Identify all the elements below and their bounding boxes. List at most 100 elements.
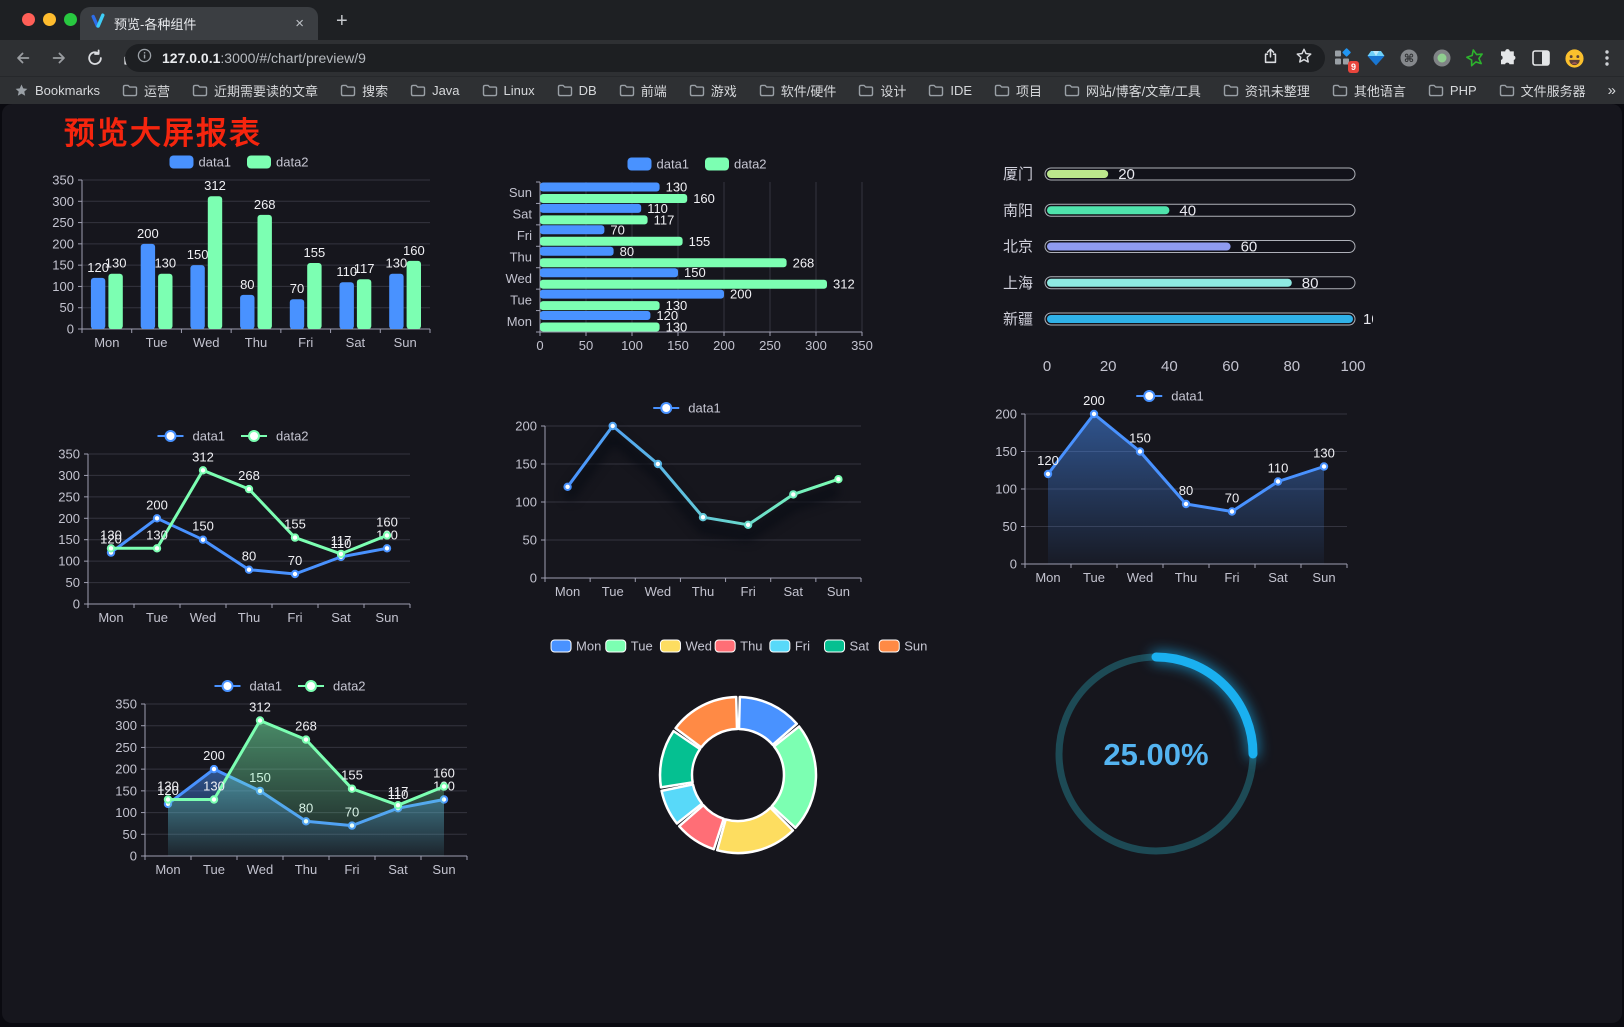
bookmark-folder-14[interactable]: 其他语言	[1332, 81, 1406, 100]
svg-text:Mon: Mon	[155, 862, 180, 877]
legend-item-data1[interactable]: data1	[157, 429, 226, 444]
tab-close-icon[interactable]: ×	[295, 15, 304, 32]
pie-slice-Fri[interactable]	[660, 783, 704, 825]
svg-text:0: 0	[1043, 358, 1051, 375]
svg-text:60: 60	[1241, 239, 1258, 256]
minimize-window-button[interactable]	[43, 13, 56, 26]
chart-0-bar[interactable]: data1 data2 0 50 100 150 200 250 300 350 Mon Tue Wed…	[40, 150, 440, 355]
legend-item-Sun[interactable]: Sun	[878, 639, 927, 654]
bookmark-folder-9[interactable]: 设计	[858, 81, 906, 100]
svg-text:Mon: Mon	[98, 610, 123, 625]
forward-icon[interactable]	[46, 45, 72, 71]
reload-icon[interactable]	[82, 45, 108, 71]
gem-icon[interactable]	[1365, 47, 1387, 69]
bookmark-folder-5[interactable]: DB	[557, 83, 597, 98]
svg-text:Mon: Mon	[507, 314, 532, 329]
svg-text:100: 100	[58, 554, 80, 569]
bookmark-folder-12[interactable]: 网站/博客/文章/工具	[1064, 81, 1201, 100]
svg-text:160: 160	[376, 514, 398, 529]
svg-text:Thu: Thu	[740, 639, 762, 654]
close-window-button[interactable]	[22, 13, 35, 26]
legend-item-Tue[interactable]: Tue	[605, 639, 653, 654]
pie-slice-Sat[interactable]	[658, 729, 702, 789]
share-icon[interactable]	[1262, 47, 1279, 70]
bookmark-folder-6[interactable]: 前端	[619, 81, 667, 100]
svg-text:新疆: 新疆	[1003, 311, 1033, 328]
legend-item-data1[interactable]: data1	[653, 401, 721, 416]
chart-4-line[interactable]: data1 0 50 100 150 200 Mon Tue Wed Thu Fri Sat Sun	[503, 396, 873, 604]
legend-item-data2[interactable]: data2	[247, 155, 309, 170]
chart-2-progress[interactable]: 厦门 20 南阳 40 北京 60 上海 80 新疆 100 0 20 40 60 80 100	[993, 156, 1388, 381]
favicon	[90, 13, 106, 34]
record-circle-icon[interactable]	[1431, 47, 1453, 69]
svg-text:300: 300	[115, 718, 137, 733]
legend-item-data1[interactable]: data1	[169, 155, 232, 170]
svg-text:Tue: Tue	[146, 335, 168, 350]
bookmark-folder-1[interactable]: 近期需要读的文章	[192, 81, 318, 100]
chart-6-line[interactable]: data1 data2 0 50 100 150 200 250 300 350 Mon Tue Wed…	[103, 674, 479, 882]
bookmark-folder-10[interactable]: IDE	[928, 83, 972, 98]
new-tab-button[interactable]: +	[336, 10, 348, 32]
svg-text:150: 150	[115, 783, 137, 798]
bookmark-folder-13[interactable]: 资讯未整理	[1223, 81, 1310, 100]
svg-text:300: 300	[58, 468, 80, 483]
svg-text:40: 40	[1179, 202, 1196, 219]
command-circle-icon[interactable]: ⌘	[1398, 47, 1420, 69]
svg-text:40: 40	[1161, 358, 1178, 375]
svg-text:117: 117	[354, 261, 375, 276]
bookmark-folder-4[interactable]: Linux	[482, 83, 535, 98]
bookmark-folder-11[interactable]: 项目	[994, 81, 1042, 100]
pie-slice-Thu[interactable]	[677, 803, 725, 851]
legend-item-data2[interactable]: data2	[298, 679, 366, 694]
legend-item-data1[interactable]: data1	[627, 157, 690, 172]
menu-kebab-icon[interactable]	[1596, 47, 1618, 69]
site-info-icon[interactable]	[137, 48, 152, 68]
bookmark-star-icon[interactable]	[1295, 47, 1313, 70]
zoom-window-button[interactable]	[64, 13, 77, 26]
svg-text:Fri: Fri	[1224, 570, 1239, 585]
svg-text:Mon: Mon	[576, 639, 601, 654]
extensions-grid-icon[interactable]: 9	[1332, 47, 1359, 73]
address-bar[interactable]: 127.0.0.1:3000/#/chart/preview/9	[125, 44, 1325, 72]
sidebar-icon[interactable]	[1530, 47, 1552, 69]
pie-slice-Wed[interactable]	[715, 806, 795, 855]
svg-text:data2: data2	[276, 155, 309, 170]
legend-item-data2[interactable]: data2	[705, 157, 767, 172]
svg-text:100: 100	[1363, 311, 1373, 328]
bookmark-folder-3[interactable]: Java	[410, 83, 460, 98]
browser-tab[interactable]: 预览-各种组件 ×	[80, 7, 318, 40]
back-icon[interactable]	[10, 45, 36, 71]
emoji-icon[interactable]	[1563, 47, 1585, 69]
bookmark-folder-7[interactable]: 游戏	[689, 81, 737, 100]
bookmark-folder-16[interactable]: 文件服务器	[1499, 81, 1586, 100]
legend-item-data2[interactable]: data2	[241, 429, 309, 444]
chart-5-line[interactable]: data1 0 50 100 150 200 Mon Tue Wed Thu Fri Sat Sun 12…	[983, 384, 1359, 590]
chart-3-line[interactable]: data1 data2 0 50 100 150 200 250 300 350 Mon Tue Wed…	[46, 424, 422, 630]
legend-item-Sat[interactable]: Sat	[824, 639, 870, 654]
legend-item-data1[interactable]: data1	[214, 679, 283, 694]
svg-text:Sun: Sun	[394, 335, 417, 350]
pie-slice-Mon[interactable]	[737, 695, 799, 747]
bookmark-manager[interactable]: Bookmarks	[14, 83, 100, 98]
chart-8-gauge[interactable]: 25.00%	[1033, 631, 1279, 877]
legend-item-Wed[interactable]: Wed	[659, 639, 712, 654]
svg-text:Wed: Wed	[645, 584, 672, 599]
chart-1-bar-horizontal[interactable]: data1 data2 0 50 100 150 200 250 300 350 Mon Tue Wed…	[498, 152, 898, 358]
bookmark-folder-2[interactable]: 搜索	[340, 81, 388, 100]
bookmark-folder-0[interactable]: 运营	[122, 81, 170, 100]
svg-text:data2: data2	[333, 679, 366, 694]
pie-slice-Tue[interactable]	[770, 725, 818, 830]
bookmark-folder-15[interactable]: PHP	[1428, 83, 1477, 98]
green-star-icon[interactable]	[1464, 47, 1486, 69]
chart-svg: data1 0 50 100 150 200 Mon Tue Wed Thu Fri Sat Sun	[515, 401, 862, 599]
bookmark-folder-8[interactable]: 软件/硬件	[759, 81, 836, 100]
puzzle-icon[interactable]	[1497, 47, 1519, 69]
svg-text:Sat: Sat	[388, 862, 408, 877]
pie-slice-Sun[interactable]	[674, 695, 739, 749]
legend-item-data1[interactable]: data1	[1136, 389, 1204, 404]
legend-item-Fri[interactable]: Fri	[769, 639, 810, 654]
bookmarks-overflow-chevron[interactable]: »	[1607, 82, 1617, 99]
chart-7-pie[interactable]: Mon Tue Wed Thu Fri Sat Sun	[543, 634, 933, 876]
legend-item-Thu[interactable]: Thu	[714, 639, 763, 654]
legend-item-Mon[interactable]: Mon	[550, 639, 601, 654]
